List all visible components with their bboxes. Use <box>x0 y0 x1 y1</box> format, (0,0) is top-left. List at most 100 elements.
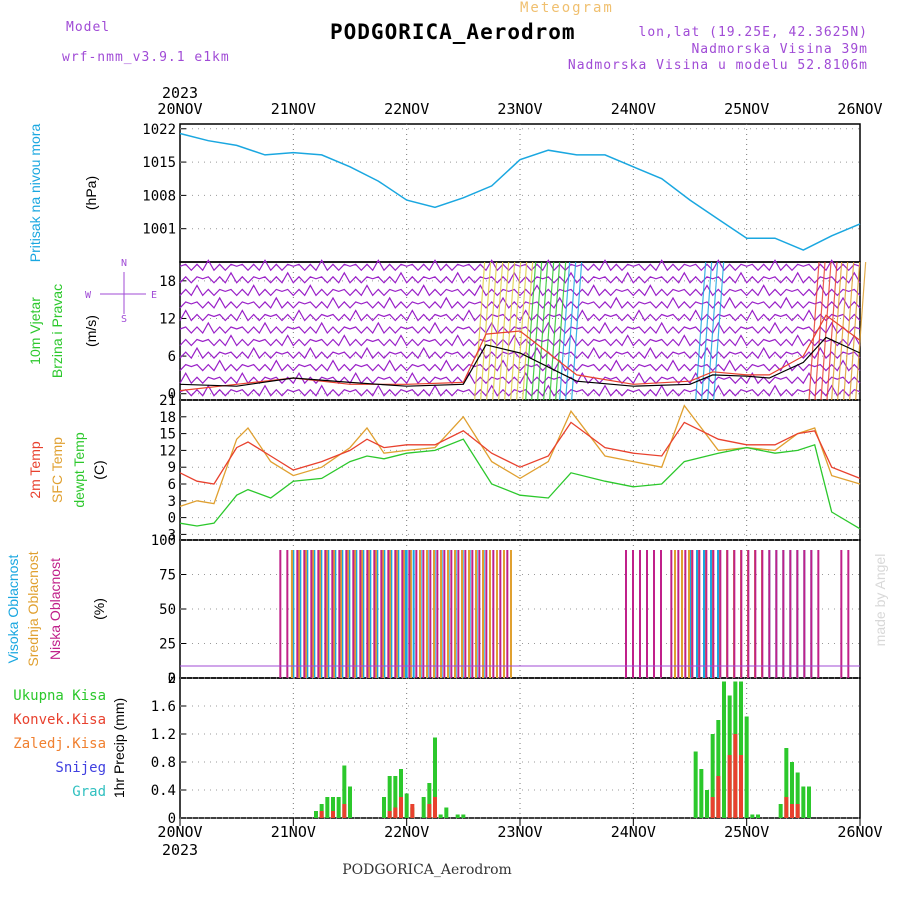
chart-title: PODGORICA_Aerodrom <box>330 20 576 44</box>
y-tick-label: 2 <box>168 671 176 687</box>
precip-bar <box>433 797 437 818</box>
y-tick-label: 0 <box>168 511 176 527</box>
cloud-unit-label: (%) <box>91 598 107 620</box>
precip-legend-label: Grad <box>72 784 106 800</box>
altitude-label: Nadmorska Visina 39m <box>691 42 868 57</box>
x-tick-label-top: 26NOV <box>837 100 882 118</box>
precip-bar <box>421 797 426 818</box>
y-tick-label: 12 <box>159 443 176 459</box>
precip-bar <box>756 814 760 818</box>
precip-bar <box>404 793 409 818</box>
wind-barb-band <box>808 261 820 401</box>
wind-barb-band <box>831 261 843 401</box>
precip-bar <box>722 681 726 818</box>
precip-bar <box>750 814 755 818</box>
dewpt-temp-line <box>179 438 861 530</box>
y-tick-label: 18 <box>159 274 176 290</box>
precip-bar <box>325 797 330 818</box>
temp-2m-axis-label: 2m Temp <box>27 441 43 499</box>
wind-barb-row <box>179 371 861 385</box>
precip-bar <box>795 772 800 818</box>
y-tick-label: 75 <box>159 568 176 584</box>
footer-title: PODGORICA_Aerodrom <box>342 862 512 878</box>
compass-w: W <box>85 290 92 301</box>
x-tick-label-top: 20NOV <box>157 100 202 118</box>
precip-bar <box>433 737 437 818</box>
precip-bar <box>438 814 443 818</box>
precip-bar <box>393 776 398 818</box>
wind-barb-band <box>826 261 838 401</box>
precip-bar <box>387 776 392 818</box>
wind-barb-band <box>486 261 498 401</box>
precip-bar <box>342 765 347 818</box>
precip-bar <box>331 811 335 818</box>
x-tick-label-bottom: 20NOV <box>157 823 202 841</box>
model-name: wrf-nmm_v3.9.1 e1km <box>62 50 230 65</box>
y-tick-label: 0 <box>168 671 176 687</box>
wind-barb-band <box>814 261 826 401</box>
high-cloud-axis-label: Visoka Oblacnost <box>5 555 21 664</box>
precip-bar <box>393 807 398 818</box>
precip-bar <box>716 720 721 818</box>
precip-legend-label: Snijeg <box>55 760 106 776</box>
y-tick-label: 21 <box>159 393 176 409</box>
y-tick-label: 1008 <box>142 188 176 204</box>
x-tick-label-top: 24NOV <box>611 100 656 118</box>
mid-cloud-axis-label: Srednja Oblacnost <box>25 551 41 666</box>
precip-bar <box>790 762 794 818</box>
pressure-line <box>179 132 861 251</box>
precip-bar <box>727 755 732 818</box>
y-tick-label: 0 <box>168 387 176 403</box>
precip-bar <box>744 716 749 818</box>
precip-bar <box>348 786 352 818</box>
precip-bar <box>319 811 324 818</box>
wind-speed-line <box>179 336 861 387</box>
wind-barb-band <box>701 261 713 401</box>
y-tick-label: 1022 <box>142 122 176 138</box>
wind-barb-band <box>707 261 719 401</box>
pressure-unit-label: (hPa) <box>83 176 99 210</box>
precip-bar <box>795 804 800 818</box>
wind-barb-band <box>498 261 510 401</box>
x-year-top: 2023 <box>162 84 198 102</box>
y-tick-label: 18 <box>159 410 176 426</box>
x-tick-label-bottom: 22NOV <box>384 823 429 841</box>
x-tick-label-bottom: 23NOV <box>497 823 542 841</box>
y-tick-label: 6 <box>168 349 176 365</box>
wind-barb-band <box>849 261 861 401</box>
precip-bar <box>705 790 709 818</box>
y-tick-label: 1001 <box>142 222 176 238</box>
wind-barb-band <box>480 261 492 401</box>
credit-label: made by Angel <box>872 554 888 647</box>
dewpt-axis-label: dewpt Temp <box>71 432 87 507</box>
y-tick-label: 50 <box>159 602 176 618</box>
wind-barb-row <box>179 321 861 335</box>
precip-bar <box>739 755 743 818</box>
y-tick-label: 1015 <box>142 155 176 171</box>
y-tick-label: 6 <box>168 477 176 493</box>
precip-bar <box>387 811 392 818</box>
wind-barb-band <box>525 261 537 401</box>
y-tick-label: 0 <box>168 811 176 827</box>
wind-barb-band <box>820 261 832 401</box>
y-tick-label: 0.4 <box>151 783 176 799</box>
wind-barb-band <box>504 261 516 401</box>
compass-s: S <box>121 314 127 325</box>
wind-barb-row <box>179 284 861 297</box>
temp-unit-label: (C) <box>91 460 107 479</box>
precip-bar <box>739 681 743 818</box>
precip-bar <box>710 734 715 818</box>
precip-unit-label: 1hr Precip (mm) <box>111 698 127 798</box>
wind-barb-band <box>843 261 855 401</box>
sfc-temp-axis-label: SFC Temp <box>49 437 65 503</box>
precip-bar <box>444 807 449 818</box>
wind-axis-label-2: Brzina i Pravac <box>49 284 65 378</box>
precip-bar <box>399 769 403 818</box>
wind-barb-row <box>179 384 861 397</box>
precip-bar <box>693 751 698 818</box>
precip-legend-label: Konvek.Kisa <box>13 712 106 728</box>
pressure-axis-label: Pritisak na nivou mora <box>27 124 43 263</box>
wind-barb-band <box>713 261 725 401</box>
wind-barb-band <box>837 261 849 401</box>
